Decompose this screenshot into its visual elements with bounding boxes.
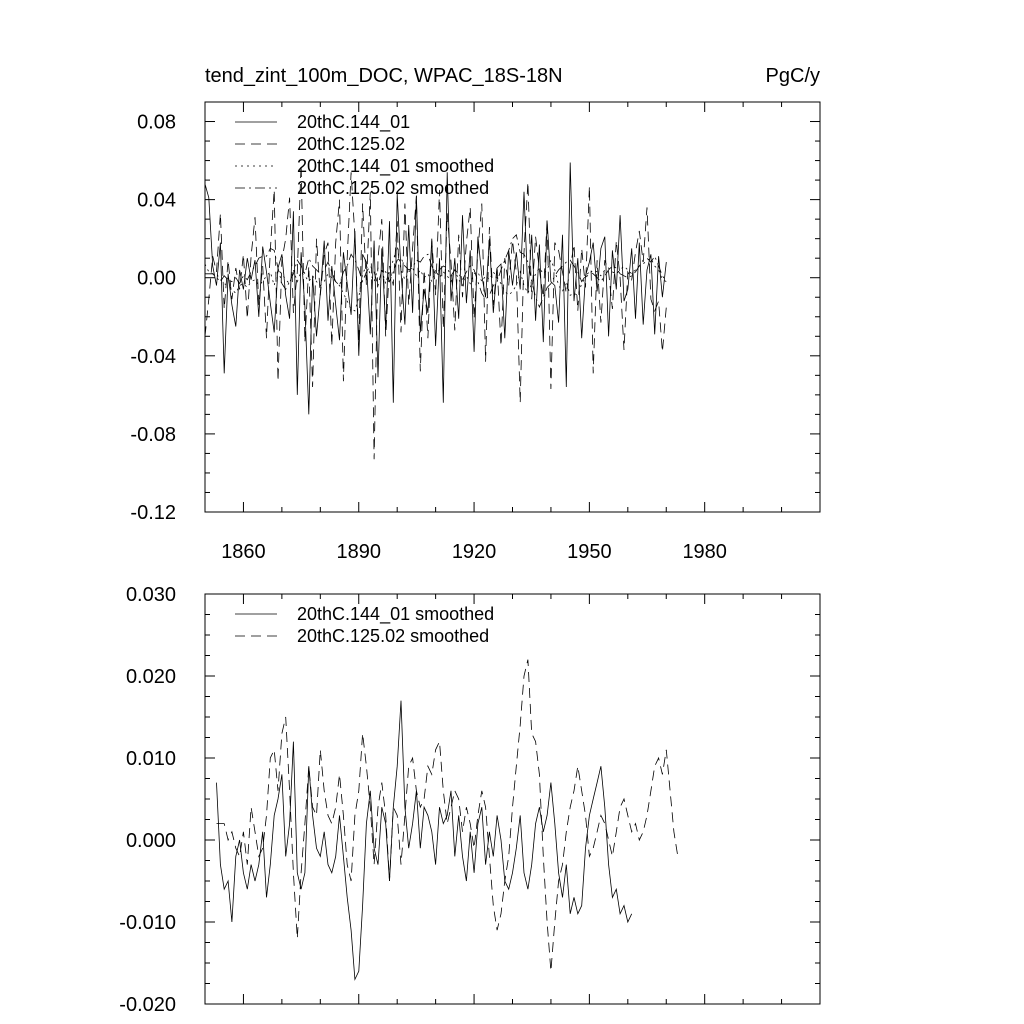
series-line-4: [205, 233, 667, 309]
legend-label: 20thC.144_01 smoothed: [297, 156, 494, 177]
x-tick-label: 1860: [221, 541, 266, 563]
y-tick-label: -0.08: [130, 424, 176, 446]
x-tick-label: 1980: [682, 541, 727, 563]
y-tick-label: -0.04: [130, 346, 176, 368]
top-panel-series: [204, 162, 667, 460]
y-tick-label: -0.12: [130, 502, 176, 524]
y-tick-label: 0.04: [137, 190, 176, 212]
y-tick-label: 0.08: [137, 112, 176, 134]
legend-label: 20thC.125.02: [297, 134, 405, 154]
top-panel-ticks: -0.12 -0.08 -0.04 0.00 0.04 0.08 1860 1890 1920 1…: [130, 102, 821, 563]
y-tick-label: 0.000: [126, 830, 176, 852]
top-panel-frame: [204, 101, 821, 513]
bottom-panel-ticks: -0.020 -0.010 0.000 0.010 0.020 0.030: [119, 584, 821, 1016]
series-line-2: [216, 659, 679, 972]
bottom-panel-frame: [204, 593, 821, 1005]
x-tick-label: 1950: [567, 541, 612, 563]
series-line-2: [204, 164, 667, 460]
y-tick-label: 0.010: [126, 748, 176, 770]
series-line-1: [216, 700, 633, 981]
legend-label: 20thC.125.02 smoothed: [297, 178, 489, 198]
y-tick-label: 0.020: [126, 666, 176, 688]
x-tick-label: 1890: [337, 541, 382, 563]
legend-label: 20thC.144_01 smoothed: [297, 604, 494, 625]
y-tick-label: -0.020: [119, 994, 176, 1016]
series-line-1: [204, 162, 667, 415]
bottom-panel: -0.020 -0.010 0.000 0.010 0.020 0.030 20thC.1…: [119, 584, 821, 1016]
y-tick-label: 0.030: [126, 584, 176, 606]
legend-label: 20thC.125.02 smoothed: [297, 626, 489, 646]
legend-label: 20thC.144_01: [297, 112, 410, 133]
top-panel: tend_zint_100m_DOC, WPAC_18S-18N PgC/y -…: [130, 65, 821, 563]
top-panel-units: PgC/y: [766, 65, 820, 87]
y-tick-label: -0.010: [119, 912, 176, 934]
y-tick-label: 0.00: [137, 268, 176, 290]
series-line-3: [204, 246, 667, 312]
top-panel-title: tend_zint_100m_DOC, WPAC_18S-18N: [205, 65, 563, 87]
bottom-panel-series: [216, 659, 679, 981]
x-tick-label: 1920: [452, 541, 497, 563]
